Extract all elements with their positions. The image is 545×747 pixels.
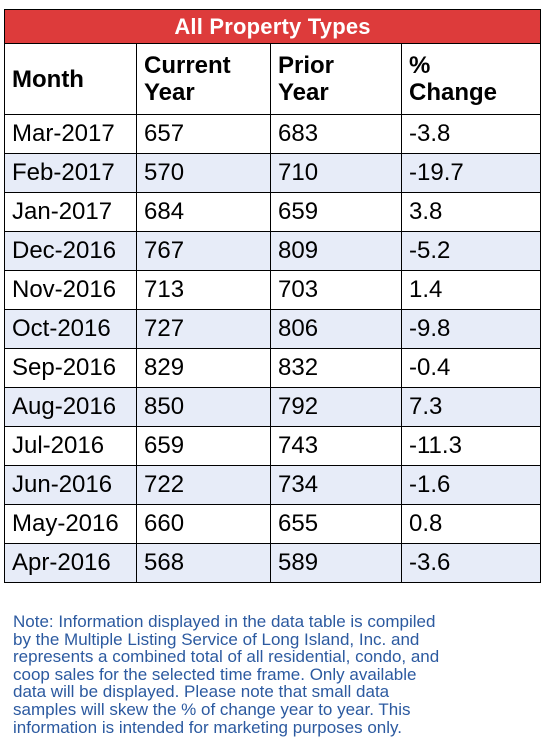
table-row: Apr-2016 568 589 -3.6 [4, 543, 542, 583]
table-row: Nov-2016 713 703 1.4 [4, 270, 542, 310]
current-year-cell: 568 [136, 543, 271, 583]
note-line: coop sales for the selected time frame. … [13, 664, 417, 684]
percent-change-cell: 7.3 [400, 387, 542, 427]
column-header-line: Change [409, 79, 498, 106]
column-header-line: Current [144, 52, 231, 79]
prior-year-cell: 809 [270, 231, 402, 271]
column-header-prior-year: Prior Year [270, 43, 402, 115]
table-row: Mar-2017 657 683 -3.8 [4, 114, 542, 154]
prior-year-cell: 703 [270, 270, 402, 310]
column-header-line: Month [12, 65, 84, 93]
percent-change-cell: -5.2 [400, 231, 542, 271]
note-line: samples will skew the % of change year t… [13, 699, 411, 719]
note-line: by the Multiple Listing Service of Long … [13, 629, 420, 649]
note-line: data will be displayed. Please note that… [13, 682, 390, 702]
percent-change-cell: -3.8 [400, 114, 542, 154]
current-year-cell: 829 [136, 348, 271, 388]
month-cell: Aug-2016 [4, 387, 137, 427]
percent-change-cell: -19.7 [400, 153, 542, 193]
percent-change-cell: -3.6 [400, 543, 542, 583]
prior-year-cell: 832 [270, 348, 402, 388]
table-row: Sep-2016 829 832 -0.4 [4, 348, 542, 388]
column-header-current-year: Current Year [136, 43, 271, 115]
percent-change-cell: -0.4 [400, 348, 542, 388]
prior-year-cell: 655 [270, 504, 402, 544]
column-header-line: % [409, 52, 431, 79]
note-line: Note: Information displayed in the data … [13, 612, 436, 631]
table-row: Oct-2016 727 806 -9.8 [4, 309, 542, 349]
month-cell: Jun-2016 [4, 465, 137, 505]
column-header-month: Month [4, 43, 137, 115]
month-cell: Nov-2016 [4, 270, 137, 310]
prior-year-cell: 743 [270, 426, 402, 466]
month-cell: May-2016 [4, 504, 137, 544]
table-row: Jan-2017 684 659 3.8 [4, 192, 542, 232]
table-row: Jul-2016 659 743 -11.3 [4, 426, 542, 466]
current-year-cell: 713 [136, 270, 271, 310]
prior-year-cell: 683 [270, 114, 402, 154]
table-row: Aug-2016 850 792 7.3 [4, 387, 542, 427]
table-row: Jun-2016 722 734 -1.6 [4, 465, 542, 505]
percent-change-cell: -11.3 [400, 426, 542, 466]
current-year-cell: 722 [136, 465, 271, 505]
column-header-percent-change: % Change [400, 43, 542, 115]
prior-year-cell: 589 [270, 543, 402, 583]
prior-year-cell: 710 [270, 153, 402, 193]
month-cell: Dec-2016 [4, 231, 137, 271]
current-year-cell: 850 [136, 387, 271, 427]
month-cell: Jan-2017 [4, 192, 137, 232]
percent-change-cell: 3.8 [400, 192, 542, 232]
table-body: Mar-2017 657 683 -3.8 Feb-2017 570 710 -19.7 Jan… [4, 114, 542, 583]
column-header-line: Prior [278, 52, 335, 79]
prior-year-cell: 659 [270, 192, 402, 232]
table-row: Dec-2016 767 809 -5.2 [4, 231, 542, 271]
current-year-cell: 570 [136, 153, 271, 193]
percent-change-cell: 0.8 [400, 504, 542, 544]
current-year-cell: 727 [136, 309, 271, 349]
percent-change-cell: -1.6 [400, 465, 542, 505]
percent-change-cell: 1.4 [400, 270, 542, 310]
table-row: May-2016 660 655 0.8 [4, 504, 542, 544]
month-cell: Feb-2017 [4, 153, 137, 193]
property-sales-table: All Property Types Month Current Year Prior… [3, 9, 542, 583]
header-row: Month Current Year Prior Year% Change [4, 43, 542, 115]
percent-change-cell: -9.8 [400, 309, 542, 349]
prior-year-cell: 792 [270, 387, 402, 427]
month-cell: Apr-2016 [4, 543, 137, 583]
column-header-line: Year [144, 79, 195, 106]
month-cell: Mar-2017 [4, 114, 137, 154]
current-year-cell: 659 [136, 426, 271, 466]
current-year-cell: 657 [136, 114, 271, 154]
note-line: represents a combined total of all resid… [13, 647, 440, 667]
note-line: information is intended for marketing pu… [13, 717, 402, 737]
table-title: All Property Types [3, 9, 542, 44]
prior-year-cell: 734 [270, 465, 402, 505]
current-year-cell: 684 [136, 192, 271, 232]
data-table-container: All Property Types Month Current Year Prior… [3, 9, 542, 736]
table-row: Feb-2017 570 710 -19.7 [4, 153, 542, 193]
month-cell: Oct-2016 [4, 309, 137, 349]
current-year-cell: 660 [136, 504, 271, 544]
column-header-line: Year [278, 79, 329, 106]
disclaimer-note: Note: Information displayed in the data … [13, 613, 541, 736]
month-cell: Jul-2016 [4, 426, 137, 466]
prior-year-cell: 806 [270, 309, 402, 349]
current-year-cell: 767 [136, 231, 271, 271]
month-cell: Sep-2016 [4, 348, 137, 388]
